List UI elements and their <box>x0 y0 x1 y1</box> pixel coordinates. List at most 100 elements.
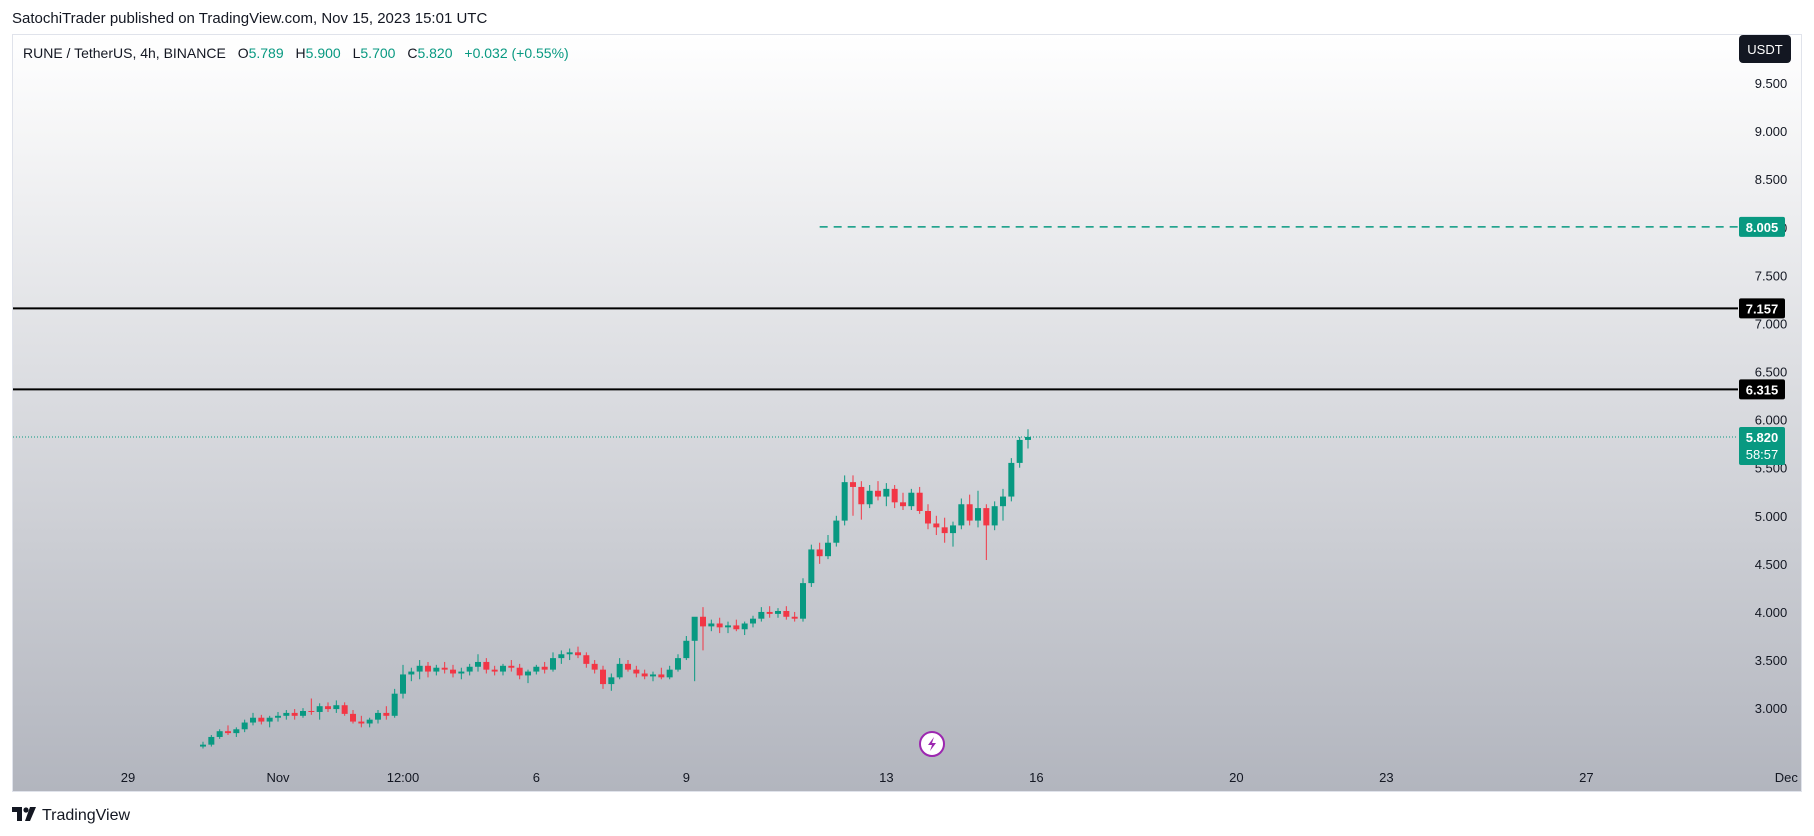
candle-body <box>508 665 515 668</box>
candle <box>616 658 623 680</box>
candle <box>216 729 223 739</box>
candle <box>883 483 890 507</box>
candle-body <box>491 669 498 672</box>
candle-body <box>975 508 981 521</box>
candle <box>408 667 415 682</box>
candle <box>850 475 856 516</box>
candle <box>641 669 648 680</box>
candle-body <box>600 669 606 685</box>
candle <box>725 621 731 634</box>
candle-body <box>250 717 256 723</box>
price-tick-label: 7.500 <box>1755 268 1788 283</box>
candle <box>241 719 248 733</box>
candle-body <box>775 610 781 614</box>
time-axis: 29 Nov 12:00 6 9 13 16 20 23 27 Dec <box>121 770 1799 785</box>
candle-body <box>558 654 565 659</box>
candle <box>658 667 665 680</box>
candle-body <box>658 674 665 678</box>
candle-body <box>291 712 298 716</box>
candle <box>808 544 815 587</box>
currency-button-label[interactable]: USDT <box>1747 42 1782 57</box>
time-tick-label: 20 <box>1229 770 1243 785</box>
candle <box>391 688 398 718</box>
candle <box>208 735 215 747</box>
chart-canvas[interactable]: 9.5009.0008.5008.0007.5007.0006.5006.000… <box>13 35 1801 791</box>
candle <box>666 665 673 680</box>
tradingview-logo-icon[interactable] <box>12 806 36 826</box>
candle-body <box>716 623 723 628</box>
candle <box>941 517 948 543</box>
candle <box>375 710 381 724</box>
price-tick-label: 8.500 <box>1755 172 1788 187</box>
candle <box>1000 488 1006 521</box>
candle <box>916 486 923 514</box>
candle <box>700 607 706 651</box>
candle-body <box>316 706 323 712</box>
price-tick-label: 9.500 <box>1755 76 1788 91</box>
candle-body <box>750 618 756 624</box>
candle-body <box>825 542 831 557</box>
candle <box>425 661 431 678</box>
candle <box>583 652 590 668</box>
price-tick-label: 4.500 <box>1755 557 1788 572</box>
candle <box>983 504 990 561</box>
candle-body <box>208 736 215 745</box>
candle-body <box>875 490 881 497</box>
candle-body <box>941 527 948 534</box>
candle-body <box>741 623 748 630</box>
footer-brand-label[interactable]: TradingView <box>42 807 131 824</box>
candle-body <box>1016 439 1023 463</box>
candle <box>741 621 748 636</box>
candle <box>400 664 406 699</box>
candle-body <box>1008 462 1015 497</box>
chart-legend: RUNE / TetherUS, 4h, BINANCE O5.789 H5.9… <box>23 45 569 61</box>
candle-body <box>883 488 890 497</box>
candle <box>541 661 548 674</box>
candle-body <box>541 666 548 670</box>
candle-body <box>475 661 481 667</box>
candle <box>1025 429 1031 449</box>
candle-body <box>550 658 556 670</box>
candle-body <box>450 669 456 674</box>
candle <box>350 710 356 724</box>
candle-body <box>900 502 906 507</box>
time-tick-label: 6 <box>533 770 540 785</box>
time-tick-label: 29 <box>121 770 135 785</box>
candle-body <box>1025 436 1031 440</box>
candle <box>258 714 265 725</box>
candle-body <box>708 623 715 627</box>
currency-button[interactable]: USDT <box>1739 35 1791 63</box>
time-tick-label: Nov <box>266 770 290 785</box>
candle <box>675 654 681 672</box>
price-tick-label: 4.000 <box>1755 605 1788 620</box>
candle-body <box>850 482 856 487</box>
candle <box>766 606 773 618</box>
candle-body <box>858 486 865 505</box>
candle-body <box>866 490 873 505</box>
price-tick-label: 3.000 <box>1755 701 1788 716</box>
candle-body <box>333 705 340 710</box>
candle <box>991 501 998 531</box>
footer-brand[interactable]: TradingView <box>12 806 130 826</box>
candle <box>841 475 848 526</box>
candle <box>225 725 231 736</box>
candle <box>516 663 523 680</box>
lightning-icon[interactable] <box>919 731 945 757</box>
price-tick-label: 6.000 <box>1755 413 1788 428</box>
candle-body <box>616 663 623 678</box>
candle <box>316 703 323 720</box>
candle <box>925 504 931 530</box>
chart-frame[interactable]: 9.5009.0008.5008.0007.5007.0006.5006.000… <box>12 34 1802 792</box>
candle <box>758 607 765 622</box>
candle-body <box>416 665 423 672</box>
price-tick-label: 9.000 <box>1755 124 1788 139</box>
candle-body <box>500 665 506 672</box>
candle <box>600 665 606 689</box>
candle-body <box>675 658 681 670</box>
candle <box>608 673 615 691</box>
candle-body <box>758 611 765 619</box>
candle-body <box>691 616 698 641</box>
candle-body <box>908 492 915 507</box>
candle <box>775 608 781 618</box>
candle-body <box>233 729 240 734</box>
